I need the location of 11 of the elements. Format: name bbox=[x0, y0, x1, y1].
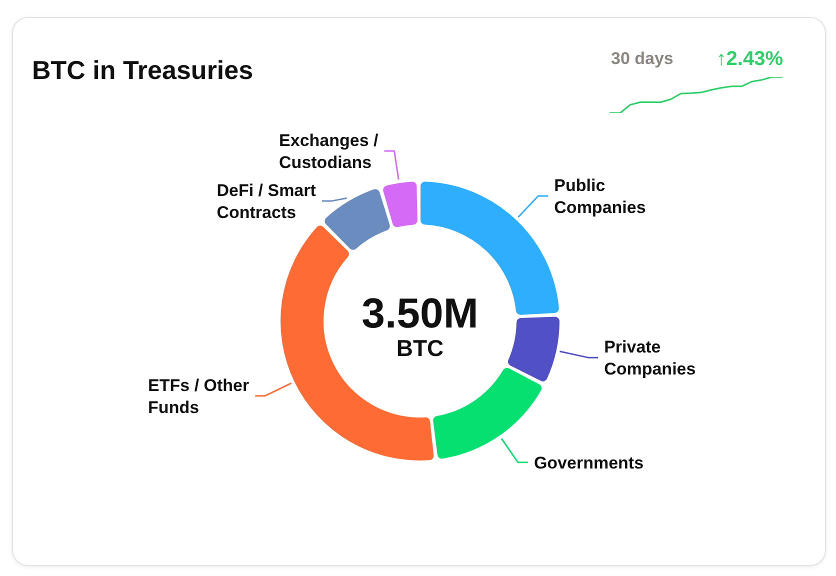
slice-label: Private Companies bbox=[604, 337, 696, 378]
chart-title: BTC in Treasuries bbox=[32, 55, 254, 85]
slice-label: DeFi / Smart Contracts bbox=[216, 180, 316, 222]
text: 3.50M bbox=[362, 290, 478, 336]
text: 30 days bbox=[611, 49, 674, 69]
slice-label: ETFs / Other Funds bbox=[148, 375, 250, 416]
text: BTC bbox=[396, 335, 444, 361]
text: ↑2.43% bbox=[716, 48, 783, 70]
slice-label: Governments bbox=[534, 452, 644, 472]
slice-label: Public Companies bbox=[554, 176, 646, 217]
slice-label: Exchanges / Custodians bbox=[279, 130, 379, 172]
